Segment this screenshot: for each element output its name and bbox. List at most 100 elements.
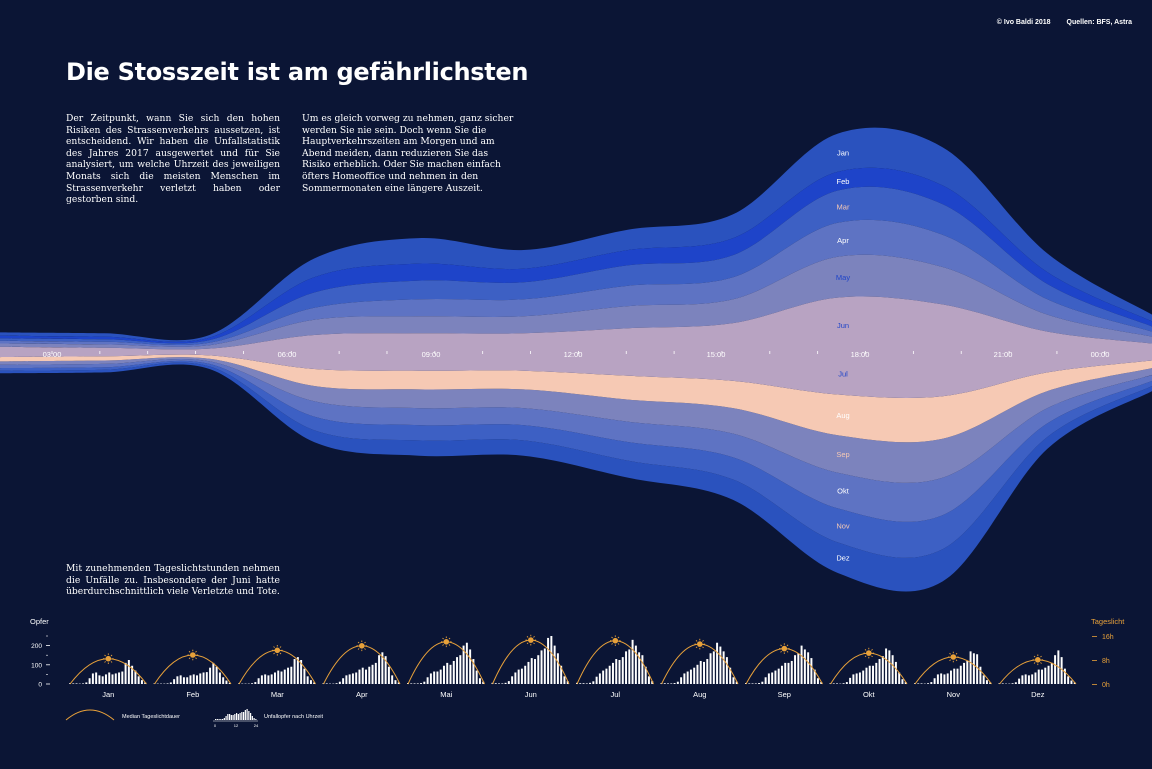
sun-icon bbox=[187, 649, 199, 661]
legend-mini-bar bbox=[253, 718, 255, 720]
bar bbox=[1027, 675, 1030, 684]
time-tick-label: 03:00 bbox=[43, 350, 62, 359]
bar bbox=[563, 676, 566, 684]
bar bbox=[429, 673, 432, 684]
legend-bars-label: Unfallopfer nach Uhrzeit bbox=[264, 714, 323, 720]
bar bbox=[534, 659, 536, 684]
bar bbox=[449, 664, 452, 684]
bar bbox=[797, 653, 800, 684]
stream-band-Mar bbox=[0, 186, 1152, 346]
author-credit: © Ivo Baldi 2018 bbox=[996, 19, 1051, 26]
stream-label-Nov: Nov bbox=[836, 521, 850, 530]
bar bbox=[807, 652, 810, 684]
bar bbox=[556, 653, 559, 684]
stream-label-Apr: Apr bbox=[837, 236, 849, 245]
legend-mini-bar bbox=[227, 714, 229, 720]
bar bbox=[758, 683, 761, 684]
bar bbox=[413, 683, 416, 684]
bar bbox=[729, 667, 732, 684]
bar bbox=[605, 668, 608, 684]
daylight-tick-label: 8h bbox=[1102, 658, 1110, 665]
bar bbox=[771, 672, 774, 684]
stream-label-Jun: Jun bbox=[837, 321, 849, 330]
bar bbox=[689, 669, 692, 684]
time-tick-label: 06:00 bbox=[278, 350, 297, 359]
bar bbox=[1037, 669, 1040, 684]
bar bbox=[1067, 676, 1070, 684]
sun-icon bbox=[1032, 654, 1044, 666]
bar bbox=[855, 673, 858, 684]
bar-chart-title: Opfer bbox=[30, 617, 49, 626]
bar bbox=[1021, 675, 1024, 684]
bar bbox=[1060, 657, 1063, 684]
daylight-note: Mit zunehmenden Tageslichtstunden nehmen… bbox=[66, 563, 280, 598]
bar bbox=[124, 662, 127, 684]
bar bbox=[904, 682, 907, 684]
stream-band-Jul bbox=[0, 352, 1152, 398]
bar bbox=[202, 672, 205, 684]
bar bbox=[169, 682, 172, 684]
bar bbox=[361, 667, 364, 684]
bar bbox=[192, 674, 195, 684]
bar bbox=[456, 657, 459, 684]
stream-label-Okt: Okt bbox=[837, 487, 850, 496]
legend-mini-bar bbox=[244, 710, 246, 720]
bar bbox=[920, 683, 923, 684]
bar bbox=[761, 681, 764, 684]
bar bbox=[790, 660, 793, 684]
bar bbox=[296, 657, 299, 684]
bar bbox=[260, 675, 263, 684]
bar bbox=[465, 642, 468, 684]
bar bbox=[589, 682, 592, 684]
bar bbox=[547, 637, 550, 684]
bar bbox=[300, 660, 303, 684]
bar bbox=[901, 679, 904, 684]
legend-daylight-swatch bbox=[65, 709, 115, 721]
bar bbox=[1047, 665, 1050, 684]
time-tick-label: 12:00 bbox=[564, 350, 583, 359]
bar bbox=[638, 652, 641, 684]
bar bbox=[140, 680, 143, 684]
bar bbox=[845, 682, 848, 684]
bar bbox=[862, 670, 865, 684]
intro-paragraph-1: Der Zeitpunkt, wann Sie sich den hohen R… bbox=[66, 113, 280, 206]
bar bbox=[517, 669, 520, 684]
bar bbox=[131, 665, 134, 684]
stream-label-Aug: Aug bbox=[836, 411, 849, 420]
sun-icon bbox=[778, 643, 790, 654]
bar bbox=[803, 649, 806, 684]
bar bbox=[1024, 674, 1027, 684]
bar bbox=[787, 662, 790, 684]
bar bbox=[933, 678, 936, 684]
stream-band-Jun bbox=[0, 296, 1152, 352]
bar bbox=[784, 662, 787, 684]
daylight-tick-label: 16h bbox=[1102, 634, 1114, 641]
bar bbox=[114, 673, 117, 684]
bar bbox=[182, 677, 185, 684]
bar bbox=[878, 659, 881, 684]
bar bbox=[592, 681, 595, 684]
month-label: Mar bbox=[271, 690, 284, 699]
bar bbox=[475, 670, 478, 684]
bar bbox=[598, 673, 601, 684]
bar bbox=[641, 655, 644, 684]
bar bbox=[1054, 655, 1057, 684]
bar bbox=[842, 683, 845, 684]
bar bbox=[1018, 678, 1021, 684]
legend-mini-bar bbox=[255, 719, 257, 720]
legend-mini-bar bbox=[239, 713, 241, 720]
time-tick-label: 00:00 bbox=[1091, 350, 1110, 359]
bar bbox=[800, 645, 803, 684]
bar bbox=[365, 669, 367, 684]
intro-paragraph-2: Um es gleich vorweg zu nehmen, ganz sich… bbox=[302, 113, 514, 194]
bar bbox=[358, 669, 361, 684]
bar bbox=[621, 657, 624, 684]
legend-mini-bar bbox=[236, 713, 238, 720]
bar bbox=[858, 672, 861, 684]
bar bbox=[293, 659, 296, 684]
bar bbox=[663, 683, 666, 684]
bar bbox=[579, 683, 582, 684]
bar bbox=[972, 653, 975, 684]
bar bbox=[179, 675, 182, 684]
